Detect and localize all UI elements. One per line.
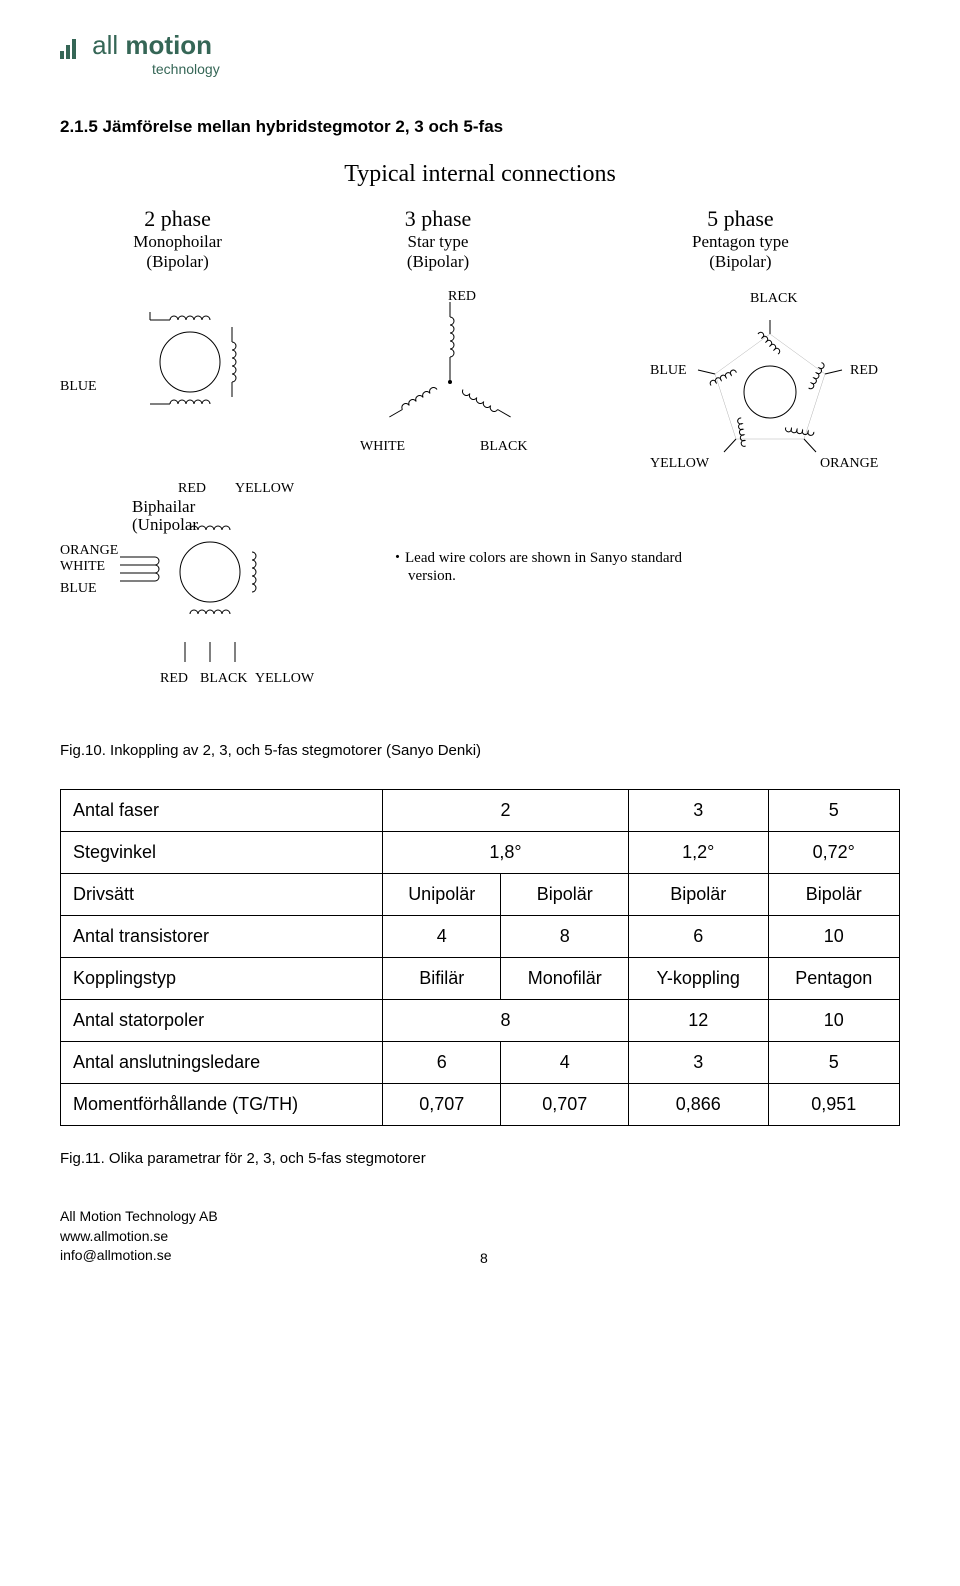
row-label: Kopplingstyp [61, 958, 383, 1000]
table-cell: 8 [501, 916, 629, 958]
logo-subtext: technology [152, 61, 900, 77]
table-cell: 1,2° [628, 832, 768, 874]
lbl-yellow4: YELLOW [255, 671, 315, 686]
lbl-blue2: BLUE [650, 363, 687, 378]
lbl-black3: BLACK [200, 671, 247, 686]
col2-sub2: (Bipolar) [295, 252, 581, 272]
col1-sub1: Monophoilar [60, 232, 295, 252]
logo-bars-icon [60, 37, 82, 63]
footer-company: All Motion Technology AB [60, 1207, 218, 1227]
table-cell: Monofilär [501, 958, 629, 1000]
table-cell: 8 [382, 1000, 628, 1042]
table-cell: Bipolär [501, 874, 629, 916]
lbl-yellow2: YELLOW [650, 456, 710, 471]
col2-head: 3 phase [295, 206, 581, 232]
lbl-white: WHITE [360, 439, 405, 454]
table-cell: 0,707 [501, 1084, 629, 1126]
section-heading: 2.1.5 Jämförelse mellan hybridstegmotor … [60, 117, 900, 137]
table-cell: Bipolär [628, 874, 768, 916]
table-cell: 1,8° [382, 832, 628, 874]
table-cell: 0,866 [628, 1084, 768, 1126]
table-cell: 12 [628, 1000, 768, 1042]
note-line2: version. [408, 568, 456, 584]
lbl-red: RED [448, 289, 476, 304]
col1-sub2: (Bipolar) [60, 252, 295, 272]
footer: All Motion Technology AB www.allmotion.s… [60, 1207, 900, 1266]
table-cell: 10 [768, 916, 899, 958]
table-cell: 3 [628, 790, 768, 832]
footer-url: www.allmotion.se [60, 1227, 218, 1247]
row-label: Antal statorpoler [61, 1000, 383, 1042]
table-row: DrivsättUnipolärBipolärBipolärBipolär [61, 874, 900, 916]
lbl-biphailar: Biphailar [132, 497, 196, 516]
lbl-unipolar: (Unipolar [132, 515, 198, 534]
wiring-diagram-svg: RED WHITE BLACK BLACK BLUE [60, 282, 900, 722]
table-cell: 10 [768, 1000, 899, 1042]
col1-head: 2 phase [60, 206, 295, 232]
table-cell: 3 [628, 1042, 768, 1084]
table-cell: 0,951 [768, 1084, 899, 1126]
table-cell: 4 [382, 916, 501, 958]
table-row: Stegvinkel1,8°1,2°0,72° [61, 832, 900, 874]
table-cell: 0,72° [768, 832, 899, 874]
diagrams: RED WHITE BLACK BLACK BLUE [60, 282, 900, 722]
footer-email: info@allmotion.se [60, 1246, 218, 1266]
table-cell: 2 [382, 790, 628, 832]
lbl-blue: BLUE [60, 379, 97, 394]
fig11-caption: Fig.11. Olika parametrar för 2, 3, och 5… [60, 1150, 900, 1167]
parameter-table: Antal faser235Stegvinkel1,8°1,2°0,72°Dri… [60, 789, 900, 1126]
row-label: Antal transistorer [61, 916, 383, 958]
lbl-red3: RED [178, 481, 206, 496]
lbl-white2: WHITE [60, 559, 105, 574]
fig10-caption: Fig.10. Inkoppling av 2, 3, och 5-fas st… [60, 742, 900, 759]
lbl-orange2: ORANGE [60, 543, 118, 558]
lbl-blue3: BLUE [60, 581, 97, 596]
table-cell: Y-koppling [628, 958, 768, 1000]
diagram-headers: 2 phase Monophoilar (Bipolar) 3 phase St… [60, 206, 900, 272]
table-cell: 5 [768, 790, 899, 832]
lbl-orange: ORANGE [820, 456, 878, 471]
table-cell: Pentagon [768, 958, 899, 1000]
table-row: Momentförhållande (TG/TH)0,7070,7070,866… [61, 1084, 900, 1126]
col3-sub1: Pentagon type [581, 232, 900, 252]
page-number: 8 [218, 1250, 750, 1266]
figure-title: Typical internal connections [60, 161, 900, 188]
logo-text: all motion [92, 30, 212, 60]
col3-head: 5 phase [581, 206, 900, 232]
table-row: Antal faser235 [61, 790, 900, 832]
table-row: Antal transistorer48610 [61, 916, 900, 958]
row-label: Antal anslutningsledare [61, 1042, 383, 1084]
table-row: KopplingstypBifilärMonofilärY-kopplingPe… [61, 958, 900, 1000]
table-cell: 6 [628, 916, 768, 958]
note-line1: ・Lead wire colors are shown in Sanyo sta… [390, 550, 683, 566]
col3-sub2: (Bipolar) [581, 252, 900, 272]
col2-sub1: Star type [295, 232, 581, 252]
table-cell: 5 [768, 1042, 899, 1084]
table-cell: Bipolär [768, 874, 899, 916]
row-label: Stegvinkel [61, 832, 383, 874]
table-cell: Unipolär [382, 874, 501, 916]
row-label: Momentförhållande (TG/TH) [61, 1084, 383, 1126]
table-row: Antal statorpoler81210 [61, 1000, 900, 1042]
lbl-black2: BLACK [750, 291, 797, 306]
lbl-red2: RED [850, 363, 878, 378]
lbl-black: BLACK [480, 439, 527, 454]
table-row: Antal anslutningsledare6435 [61, 1042, 900, 1084]
row-label: Drivsätt [61, 874, 383, 916]
lbl-yellow3: YELLOW [235, 481, 295, 496]
table-cell: Bifilär [382, 958, 501, 1000]
lbl-red4: RED [160, 671, 188, 686]
table-cell: 6 [382, 1042, 501, 1084]
row-label: Antal faser [61, 790, 383, 832]
table-cell: 0,707 [382, 1084, 501, 1126]
logo: all motion technology [60, 30, 900, 77]
table-cell: 4 [501, 1042, 629, 1084]
